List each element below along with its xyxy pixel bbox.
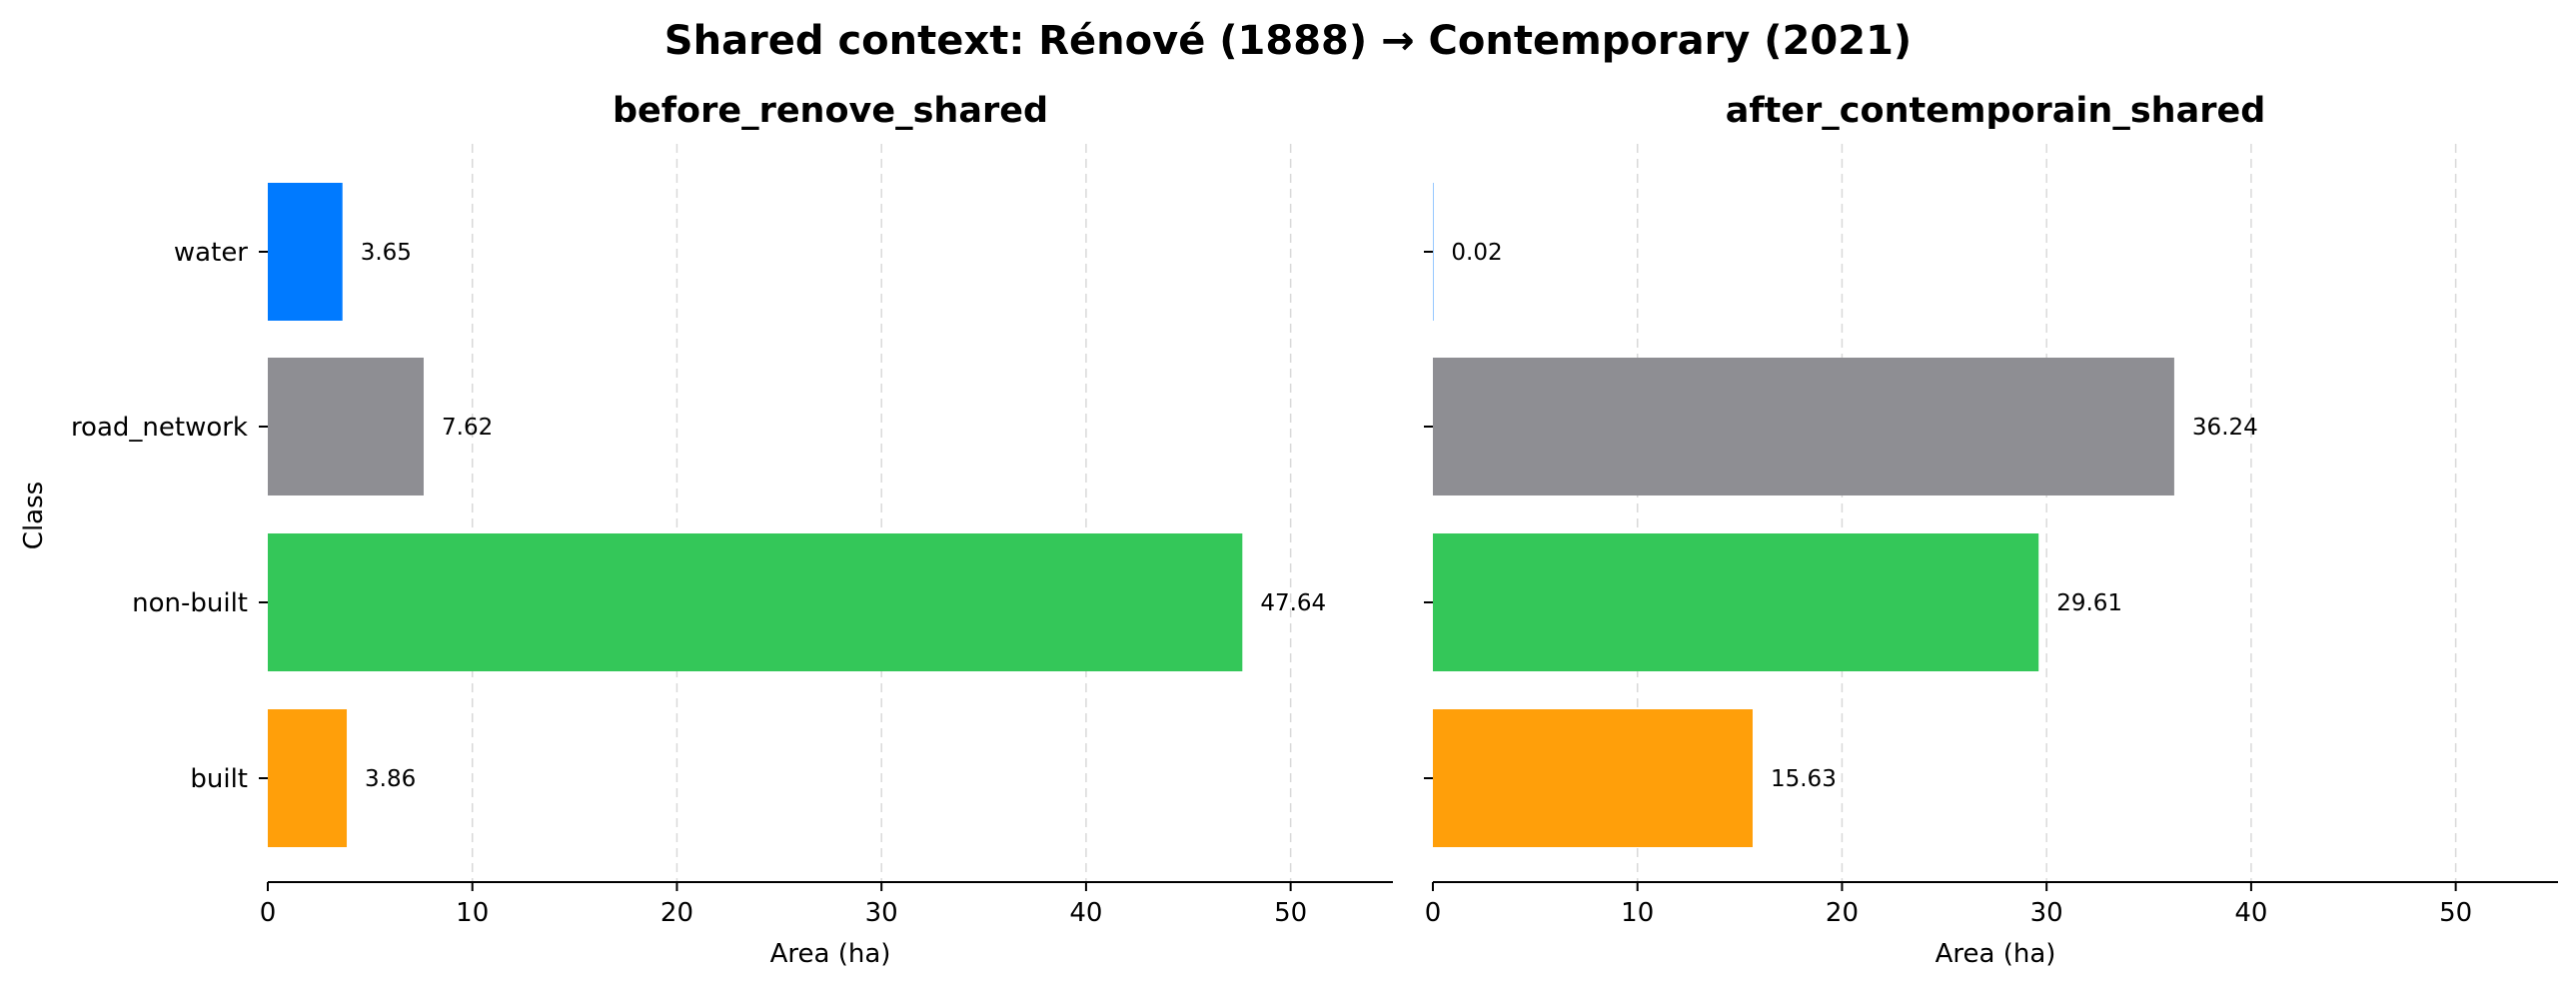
p0-bar-water bbox=[268, 183, 343, 321]
p1-bar-built bbox=[1433, 709, 1753, 847]
p0-bar-road-network bbox=[268, 358, 425, 495]
p1-x-tick-label-30: 30 bbox=[2030, 898, 2063, 928]
p1-x-tick-label-20: 20 bbox=[1826, 898, 1859, 928]
p0-y-tick-label-road-network: road_network bbox=[71, 413, 248, 443]
p1-value-label-built: 15.63 bbox=[1771, 766, 1837, 792]
p0-y-tick-label-built: built bbox=[190, 764, 248, 794]
p0-title: before_renove_shared bbox=[613, 91, 1048, 131]
p0-value-label-built: 3.86 bbox=[365, 766, 416, 792]
p1-x-tick-label-50: 50 bbox=[2439, 898, 2472, 928]
p0-x-tick-label-10: 10 bbox=[456, 898, 489, 928]
p0-x-tick-label-20: 20 bbox=[660, 898, 693, 928]
p1-bar-non-built bbox=[1433, 533, 2039, 671]
p1-value-label-non-built: 29.61 bbox=[2056, 590, 2122, 616]
p1-x-tick-label-40: 40 bbox=[2234, 898, 2267, 928]
p0-bar-non-built bbox=[268, 533, 1243, 671]
panel-after-contemporain-shared: 0.02 36.24 29.61 15.63 0 10 20 30 40 50 Area (ha) a… bbox=[1424, 91, 2558, 969]
p0-y-tick-label-water: water bbox=[174, 238, 248, 268]
p1-bar-road-network bbox=[1433, 358, 2174, 495]
p1-value-label-water: 0.02 bbox=[1451, 240, 1502, 266]
p0-x-tick-label-30: 30 bbox=[865, 898, 898, 928]
p1-value-label-road-network: 36.24 bbox=[2192, 415, 2258, 441]
p1-x-tick-label-10: 10 bbox=[1621, 898, 1654, 928]
p1-x-tick-label-0: 0 bbox=[1425, 898, 1442, 928]
p0-value-label-non-built: 47.64 bbox=[1260, 590, 1326, 616]
p0-x-tick-label-50: 50 bbox=[1274, 898, 1307, 928]
p0-y-tick-label-non-built: non-built bbox=[132, 588, 248, 618]
p0-bar-built bbox=[268, 709, 348, 847]
figure-title: Shared context: Rénové (1888) → Contempo… bbox=[664, 18, 1912, 64]
p0-value-label-water: 3.65 bbox=[361, 240, 412, 266]
p1-title: after_contemporain_shared bbox=[1726, 91, 2266, 131]
p0-x-tick-label-0: 0 bbox=[260, 898, 277, 928]
p0-x-axis-label: Area (ha) bbox=[770, 939, 891, 969]
p0-x-tick-label-40: 40 bbox=[1069, 898, 1102, 928]
p1-x-axis-label: Area (ha) bbox=[1935, 939, 2056, 969]
p0-value-label-road-network: 7.62 bbox=[442, 415, 493, 441]
panel-before-renove-shared: 3.65 water 7.62 road_network 47.64 non-built 3… bbox=[71, 91, 1393, 969]
y-axis-label: Class bbox=[19, 482, 49, 549]
